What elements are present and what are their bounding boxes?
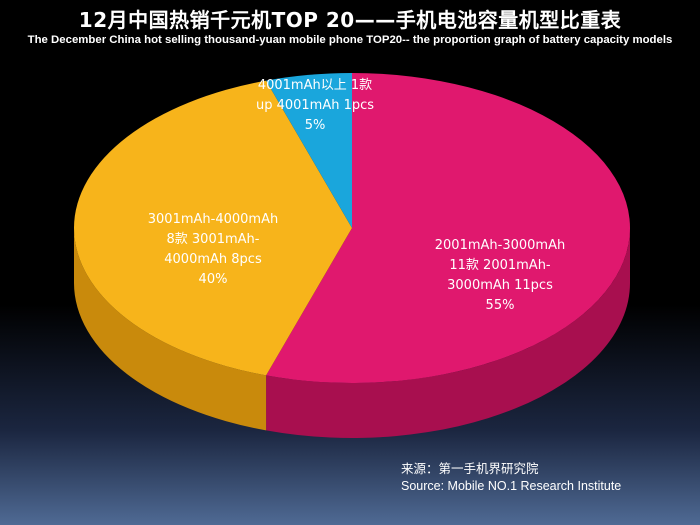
slice-label-2001-3000: 2001mAh-3000mAh 11款 2001mAh- 3000mAh 11p… (415, 236, 585, 316)
source-note: 来源：第一手机界研究院 Source: Mobile NO.1 Research… (401, 461, 621, 495)
label-line: up 4001mAh 1pcs (255, 98, 375, 113)
label-line: 3001mAh-4000mAh (147, 212, 279, 227)
chart-title: 12月中国热销千元机TOP 20——手机电池容量机型比重表 (78, 8, 622, 32)
slice-2001-3000 (266, 73, 631, 384)
label-line: 4000mAh 8pcs (164, 252, 262, 267)
slice-label-4001-plus: 4001mAh以上 1款 up 4001mAh 1pcs 5% (230, 76, 400, 136)
source-cn: 来源：第一手机界研究院 (401, 462, 539, 476)
label-percent: 5% (304, 118, 326, 133)
label-percent: 40% (198, 272, 228, 287)
chart-subtitle: The December China hot selling thousand-… (27, 34, 673, 46)
slice-3001-4000-side (74, 228, 267, 431)
source-en: Source: Mobile NO.1 Research Institute (401, 479, 622, 493)
slice-4001-plus (266, 73, 352, 228)
slice-label-3001-4000: 3001mAh-4000mAh 8款 3001mAh- 4000mAh 8pcs… (128, 210, 298, 290)
pie-side-walls (74, 228, 631, 439)
label-line: 11款 2001mAh- (449, 258, 551, 273)
label-line: 3000mAh 11pcs (447, 278, 553, 293)
label-percent: 55% (485, 298, 515, 313)
label-line: 4001mAh以上 1款 (257, 78, 373, 93)
label-line: 8款 3001mAh- (166, 232, 260, 247)
pie-top (74, 73, 631, 384)
slice-2001-3000-side (266, 228, 631, 439)
slice-3001-4000 (74, 80, 353, 376)
label-line: 2001mAh-3000mAh (434, 238, 566, 253)
